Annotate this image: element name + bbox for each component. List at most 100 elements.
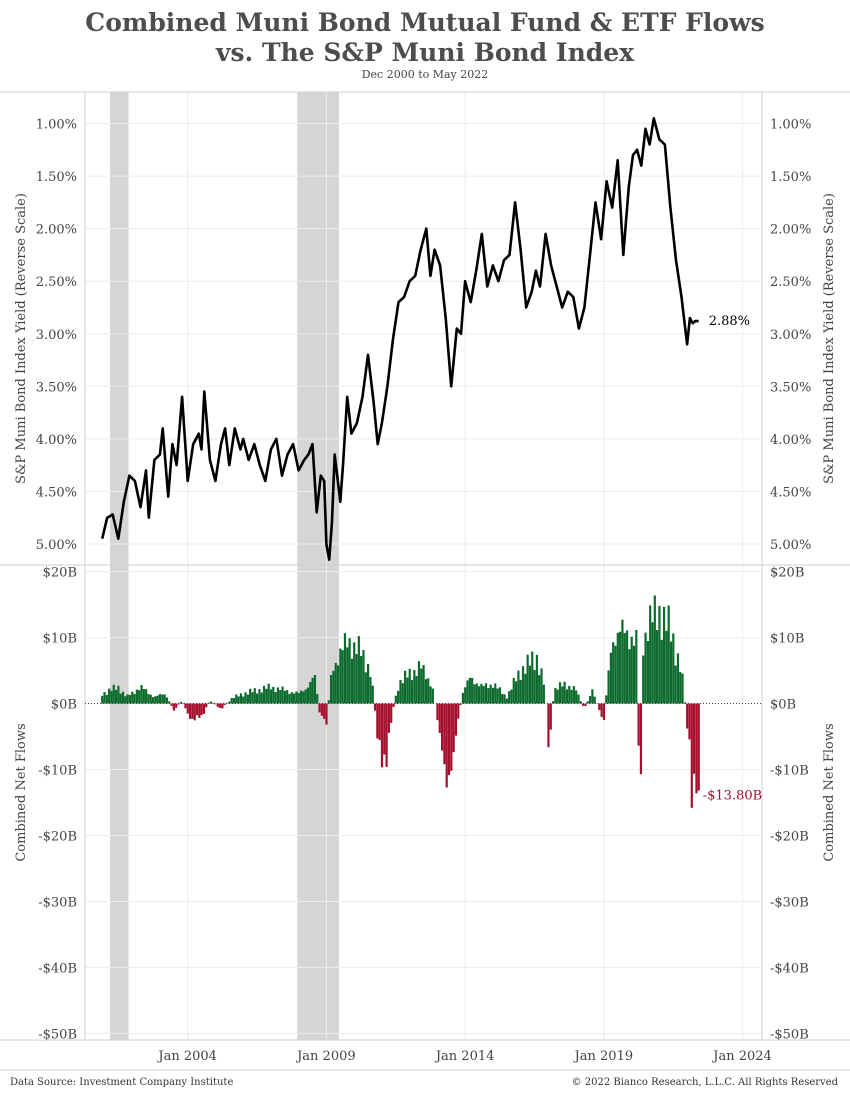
flow-bar: [551, 701, 555, 704]
flow-bar: [591, 689, 594, 704]
flow-bar: [406, 677, 409, 704]
flow-bar: [535, 654, 538, 704]
flow-last-value-label: -$13.80B: [703, 789, 762, 804]
flow-bar: [158, 694, 162, 704]
flow-bar: [147, 693, 150, 704]
flow-bar: [510, 689, 513, 704]
flow-bar: [145, 689, 148, 704]
flow-bar: [175, 703, 178, 708]
flow-bar: [464, 687, 467, 704]
flow-bar: [265, 688, 268, 704]
flow-bar: [119, 693, 122, 704]
flow-bar: [482, 685, 485, 704]
flow-bar: [110, 690, 113, 704]
flow-bar: [526, 654, 529, 704]
yield-tick-label-left: 5.00%: [36, 538, 77, 553]
flow-bar: [126, 694, 129, 704]
flow-bar: [124, 696, 127, 704]
flow-bar: [584, 703, 587, 707]
flow-bar: [549, 703, 552, 730]
flow-bar: [427, 678, 430, 704]
flow-bar: [357, 636, 360, 704]
flow-bar: [101, 695, 104, 704]
flow-bar: [232, 698, 236, 704]
flow-bar: [461, 692, 464, 704]
flow-bar: [325, 703, 328, 725]
flow-bar: [306, 687, 310, 704]
flow-bar: [334, 662, 337, 704]
flow-bar: [392, 703, 395, 707]
flow-bar: [117, 685, 120, 704]
yield-tick-label-right: 3.50%: [770, 380, 811, 395]
flow-bar: [679, 672, 682, 704]
yield-axis-title-left: S&P Muni Bond Index Yield (Reverse Scale…: [14, 193, 29, 484]
flow-bar: [554, 687, 557, 704]
flow-bar: [193, 703, 196, 721]
flow-bar: [297, 693, 300, 704]
flow-bar: [473, 684, 476, 704]
flow-bar: [235, 694, 238, 704]
flow-bar: [538, 675, 541, 704]
flow-bar: [440, 703, 444, 751]
flow-bar: [607, 670, 610, 704]
flow-bar: [399, 679, 402, 704]
flow-bar: [422, 664, 425, 704]
flow-bar: [140, 685, 143, 704]
flow-bar: [454, 703, 458, 736]
flow-bar: [163, 694, 166, 704]
flow-bar: [286, 690, 289, 704]
flow-bar: [214, 703, 217, 705]
flow-bar: [621, 619, 624, 704]
flow-bar: [514, 681, 518, 704]
flow-bar: [133, 693, 136, 704]
flow-bar: [524, 673, 527, 704]
flow-bar: [378, 703, 381, 741]
flow-bar: [457, 703, 460, 719]
flow-bar: [343, 633, 347, 704]
flow-bar: [376, 703, 379, 739]
flow-bar: [355, 654, 358, 704]
x-tick-label: Jan 2019: [573, 1049, 634, 1064]
flow-bar: [293, 693, 296, 704]
flow-bar: [168, 701, 171, 704]
flow-bar: [424, 679, 428, 704]
flow-bar: [598, 703, 601, 711]
flow-tick-label-right: -$10B: [770, 764, 809, 779]
yield-axis-title-right: S&P Muni Bond Index Yield (Reverse Scale…: [822, 193, 837, 484]
flow-tick-label-right: $20B: [770, 566, 804, 581]
x-tick-label: Jan 2004: [156, 1049, 217, 1064]
flow-bar: [121, 691, 125, 704]
flow-bar: [609, 652, 612, 704]
flow-bar: [429, 686, 432, 704]
flow-bar: [387, 703, 391, 733]
flow-bar: [323, 703, 326, 719]
flow-bar: [401, 683, 404, 704]
flow-bar: [299, 690, 303, 704]
flow-bar: [586, 701, 589, 704]
flow-bar: [249, 688, 252, 704]
flow-bar: [489, 684, 492, 704]
flow-bar: [302, 691, 305, 704]
flow-bar: [142, 689, 145, 704]
yield-tick-label-left: 4.00%: [36, 433, 77, 448]
flow-bar: [563, 681, 566, 704]
flow-bar: [362, 650, 365, 704]
flow-bar: [632, 645, 636, 704]
flow-bar: [154, 696, 157, 704]
flow-bar: [669, 641, 673, 704]
flow-bar: [519, 679, 522, 704]
yield-tick-label-right: 5.00%: [770, 538, 811, 553]
flow-bar: [165, 697, 169, 704]
flow-bar: [498, 687, 501, 704]
flow-bar: [170, 703, 173, 706]
flow-bar: [346, 647, 349, 704]
flow-bar: [417, 661, 421, 704]
flow-bar: [316, 693, 319, 704]
flow-bar: [304, 689, 307, 704]
flow-bar: [628, 649, 631, 704]
flow-bar: [253, 688, 256, 704]
flow-bar: [172, 703, 175, 711]
flow-bar: [269, 689, 273, 704]
flow-bar: [487, 688, 490, 704]
flow-bar: [364, 672, 367, 704]
